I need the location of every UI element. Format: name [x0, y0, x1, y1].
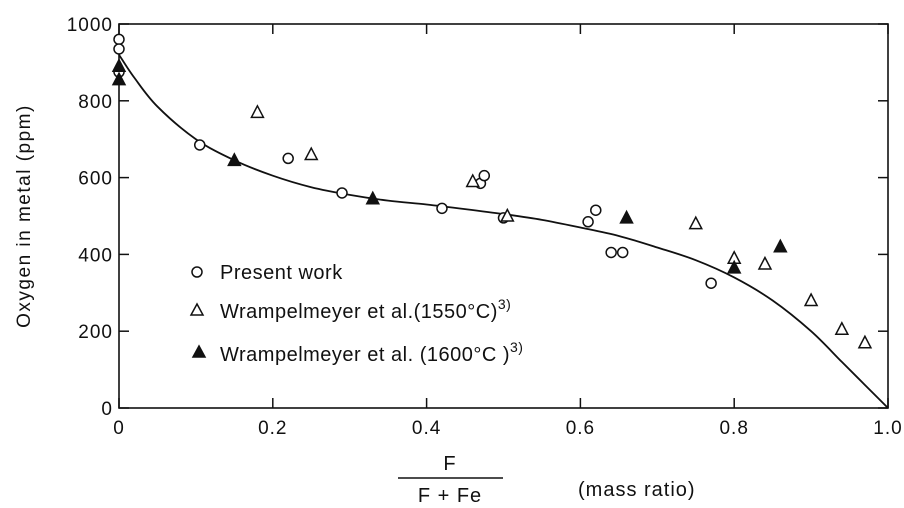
ticks: 0 0.2 0.4 0.6 0.8 1.0 0 200 400 600 800 1000: [67, 15, 902, 439]
point-present-work: [590, 204, 602, 216]
legend-item-present-work: Present work: [191, 262, 343, 284]
point-wrampelmeyer-1550: [757, 255, 773, 270]
y-tick-label: 600: [78, 169, 113, 190]
legend-item-wrampelmeyer-1600: Wrampelmeyer et al. (1600°C )3): [191, 339, 523, 366]
point-wrampelmeyer-1600: [111, 71, 127, 86]
point-wrampelmeyer-1550: [500, 207, 515, 222]
point-present-work: [582, 216, 594, 228]
point-present-work: [193, 139, 206, 151]
point-present-work: [705, 277, 717, 289]
point-present-work: [336, 187, 348, 199]
point-wrampelmeyer-1550: [304, 146, 319, 161]
legend-superscript-1600: 3): [510, 339, 523, 355]
point-present-work: [478, 169, 491, 182]
point-wrampelmeyer-1550: [250, 104, 265, 119]
legend-marker-open-circle: [191, 266, 203, 278]
x-tick-label: 0: [113, 418, 125, 439]
y-axis-label: Oxygen in metal (ppm): [14, 104, 35, 328]
x-label-unit: (mass ratio): [578, 479, 696, 501]
point-wrampelmeyer-1550: [857, 334, 873, 349]
point-wrampelmeyer-1550: [465, 173, 480, 188]
point-wrampelmeyer-1600: [619, 209, 634, 224]
legend-item-wrampelmeyer-1550: Wrampelmeyer et al.(1550°C)3): [189, 296, 511, 323]
point-present-work: [113, 33, 125, 46]
x-tick-label: 1.0: [873, 418, 902, 439]
x-label-denominator: F + Fe: [418, 485, 482, 507]
x-tick-label: 0.4: [412, 418, 441, 439]
y-tick-label: 0: [101, 399, 113, 420]
x-axis-label: F F + Fe (mass ratio): [398, 453, 696, 507]
x-label-numerator: F: [443, 453, 456, 475]
point-wrampelmeyer-1550: [834, 321, 850, 336]
x-tick-label: 0.2: [258, 418, 287, 439]
legend-superscript-1550: 3): [498, 296, 511, 312]
legend-name-1600: Wrampelmeyer et al. (1600°C ): [220, 344, 510, 366]
y-tick-label: 800: [78, 92, 113, 113]
legend-label-wrampelmeyer-1550: Wrampelmeyer et al.(1550°C)3): [220, 296, 511, 323]
point-wrampelmeyer-1600: [365, 190, 381, 205]
point-present-work: [282, 152, 294, 165]
point-wrampelmeyer-1550: [688, 215, 703, 230]
legend: Present work Wrampelmeyer et al.(1550°C)…: [189, 262, 523, 366]
y-tick-label: 400: [78, 245, 113, 266]
y-tick-label: 200: [78, 322, 113, 343]
axes: [118, 23, 889, 409]
point-wrampelmeyer-1600: [227, 152, 242, 167]
data-points: [111, 33, 873, 349]
plot-frame: [118, 23, 889, 409]
legend-name-1550: Wrampelmeyer et al.(1550°C): [220, 301, 498, 323]
point-present-work: [436, 202, 448, 215]
x-tick-label: 0.8: [719, 418, 748, 439]
legend-marker-filled-triangle: [191, 344, 207, 358]
point-present-work: [605, 246, 617, 259]
legend-label-present-work: Present work: [220, 262, 343, 284]
point-present-work: [113, 43, 125, 55]
x-tick-label: 0.6: [566, 418, 595, 439]
legend-label-wrampelmeyer-1600: Wrampelmeyer et al. (1600°C )3): [220, 339, 523, 366]
legend-marker-open-triangle: [189, 302, 205, 316]
y-tick-label: 1000: [67, 15, 113, 36]
point-wrampelmeyer-1550: [803, 292, 819, 307]
point-wrampelmeyer-1600: [111, 58, 127, 72]
point-wrampelmeyer-1600: [773, 238, 788, 253]
point-present-work: [616, 246, 629, 259]
point-wrampelmeyer-1600: [726, 259, 742, 274]
